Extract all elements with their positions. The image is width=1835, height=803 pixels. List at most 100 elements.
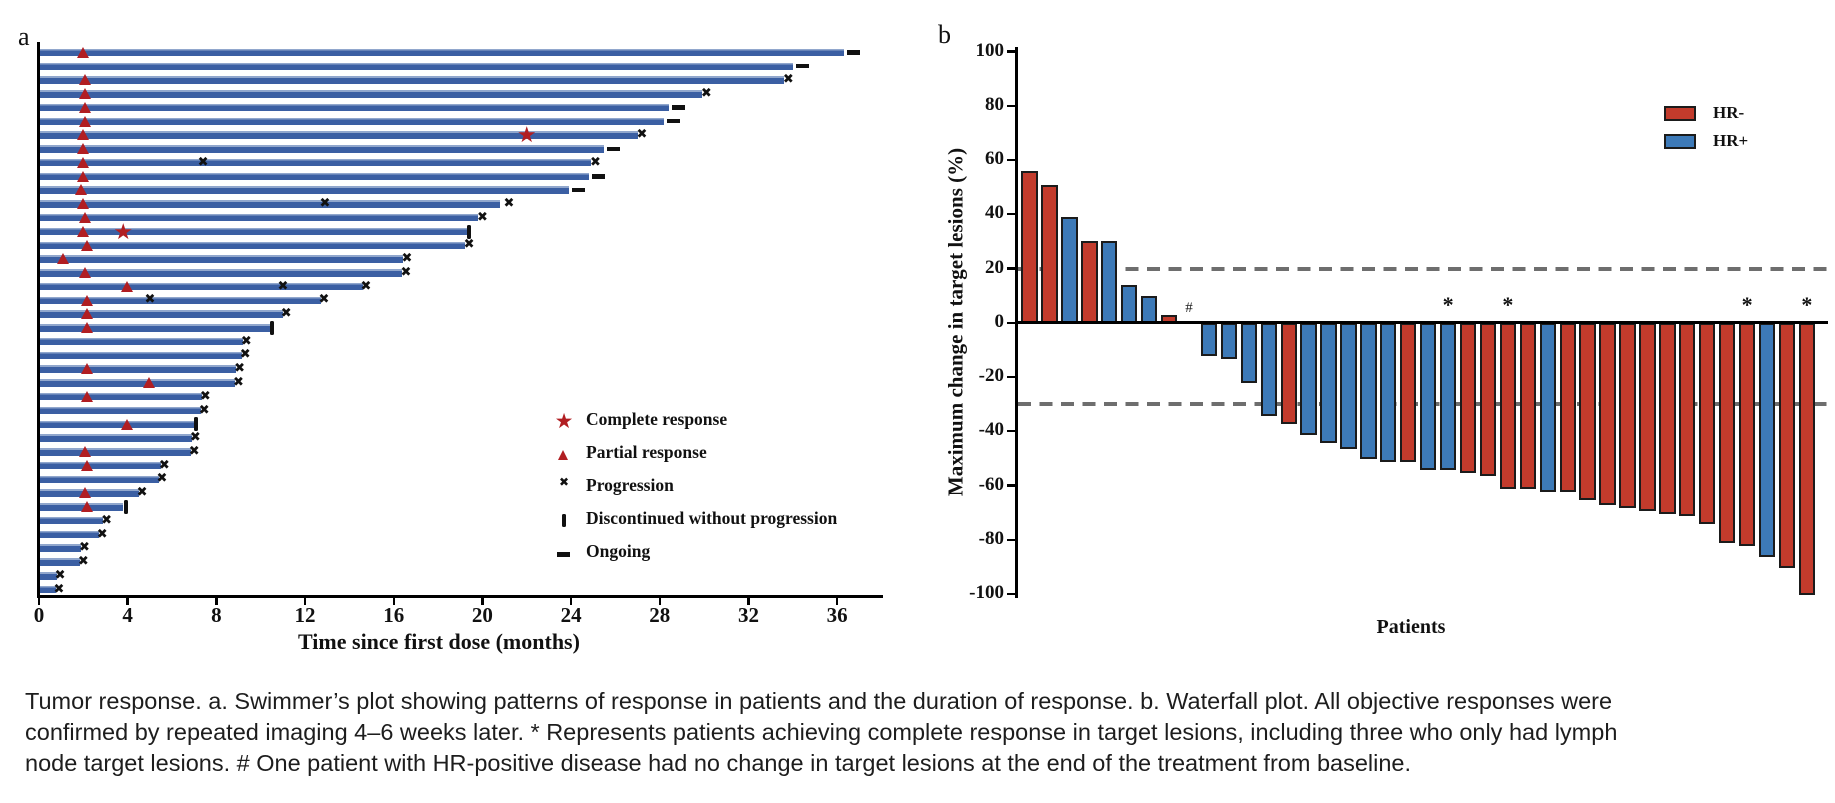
partial-response-triangle-icon [81, 294, 94, 306]
waterfall-bar [1499, 322, 1517, 490]
waterfall-bar [1240, 322, 1257, 384]
waterfall-bar [1718, 322, 1736, 544]
y-axis-tick-label: -40 [978, 419, 1004, 441]
panel-a-letter: a [18, 22, 30, 51]
progression-x-icon: ✖ [700, 85, 712, 101]
swimmer-bar [40, 392, 202, 401]
partial-response-triangle-icon [79, 487, 92, 499]
ongoing-dash-icon [591, 174, 605, 179]
waterfall-bar [1679, 322, 1696, 517]
partial-response-triangle-icon [79, 267, 92, 278]
progression-x-icon: ✖ [590, 154, 601, 170]
progression-x-icon: ✖ [277, 278, 289, 294]
legend-item-hr-pos: HR+ [1664, 131, 1749, 150]
progression-x-icon: ✖ [144, 292, 156, 308]
bar-icon [550, 508, 578, 534]
x-axis-tick [303, 597, 307, 605]
progression-x-icon: ✖ [77, 554, 89, 569]
waterfall-bar [1021, 170, 1038, 324]
complete-response-star-icon: ★ [516, 123, 537, 149]
progression-x-icon: ✖ [233, 375, 244, 390]
swimmer-bar [40, 310, 283, 318]
swimmer-bar [40, 365, 237, 373]
partial-response-triangle-icon [143, 377, 156, 389]
waterfall-bar [1579, 322, 1596, 501]
partial-response-triangle-icon [79, 446, 92, 457]
partial-response-triangle-icon [76, 156, 89, 168]
complete-response-asterisk-annotation: * [1442, 292, 1454, 317]
partial-response-triangle-icon [121, 418, 134, 430]
discontinued-marker-icon [269, 320, 274, 335]
legend-label: Progression [586, 475, 674, 495]
panel-a-x-axis [37, 595, 883, 598]
swimmer-bar [40, 406, 201, 415]
waterfall-bar [1619, 322, 1636, 509]
progression-x-icon: ✖ [189, 430, 201, 446]
y-axis-tick [1007, 213, 1016, 216]
swimmer-bar [40, 572, 57, 580]
progression-x-icon: ✖ [240, 333, 252, 349]
panel-a-y-axis [37, 42, 40, 597]
waterfall-bar [1559, 322, 1576, 492]
waterfall-bar [1200, 322, 1218, 357]
partial-response-triangle-icon [76, 225, 89, 237]
progression-x-icon: ✖ [636, 127, 648, 143]
swimmer-bar [40, 255, 403, 263]
legend-label: HR+ [1713, 131, 1749, 150]
y-axis-tick [1007, 321, 1016, 324]
waterfall-bar [1141, 295, 1158, 324]
progression-x-icon: ✖ [503, 196, 515, 211]
y-axis-tick-label: 40 [985, 202, 1004, 224]
swimmer-bar [40, 213, 478, 222]
legend-label: Ongoing [586, 541, 651, 561]
swimmer-bar [40, 324, 270, 332]
discontinued-marker-icon [467, 224, 472, 239]
x-axis-tick [658, 597, 661, 605]
swimmer-bar [40, 172, 589, 181]
waterfall-bar [1280, 322, 1297, 425]
swimmer-bar [40, 516, 104, 525]
x-axis-tick-label: 16 [383, 603, 405, 627]
waterfall-bar [1778, 322, 1796, 568]
progression-x-icon: ✖ [54, 567, 66, 583]
swimmer-bar [40, 351, 242, 360]
y-axis-tick [1007, 484, 1016, 487]
progression-x-icon: ✖ [476, 209, 488, 225]
progression-x-icon: ✖ [199, 388, 211, 404]
waterfall-bar [1459, 322, 1477, 473]
x-axis-tick-label: 32 [737, 603, 759, 627]
legend-item-dash: Ongoing [550, 541, 910, 567]
ongoing-dash-icon [671, 105, 685, 110]
discontinued-marker-icon [194, 417, 199, 432]
partial-response-triangle-icon [76, 198, 89, 210]
progression-x-icon: ✖ [280, 306, 292, 322]
x-axis-tick [747, 597, 750, 605]
partial-response-triangle-icon [79, 101, 92, 113]
progression-x-icon: ✖ [463, 237, 475, 253]
star-icon: ★ [554, 409, 574, 433]
y-axis-tick [1007, 538, 1016, 541]
waterfall-bar [1758, 322, 1776, 558]
x-axis-tick-label: 8 [211, 603, 222, 627]
progression-x-icon: ✖ [156, 471, 168, 487]
complete-response-asterisk-annotation: * [1502, 292, 1514, 317]
swimmer-bar [40, 200, 501, 208]
waterfall-bar [1539, 322, 1556, 492]
swimmer-bar [40, 282, 363, 291]
partial-response-triangle-icon [81, 501, 94, 513]
legend-label: HR- [1713, 103, 1745, 122]
ongoing-dash-icon [795, 64, 809, 69]
y-axis-tick-label: 60 [985, 148, 1004, 170]
waterfall-bar [1479, 322, 1497, 476]
waterfall-bar [1101, 241, 1118, 324]
y-axis-tick-label: -100 [969, 582, 1004, 603]
progression-x-icon: ✖ [101, 512, 113, 528]
panel-b-zero-line [1016, 321, 1828, 325]
caption-line: confirmed by repeated imaging 4–6 weeks … [25, 719, 1618, 745]
partial-response-triangle-icon [81, 363, 94, 375]
x-axis-tick-label: 0 [33, 603, 45, 627]
y-axis-tick-label: 0 [994, 310, 1005, 332]
y-axis-tick [1007, 267, 1016, 270]
swimmer-bar [40, 337, 243, 346]
